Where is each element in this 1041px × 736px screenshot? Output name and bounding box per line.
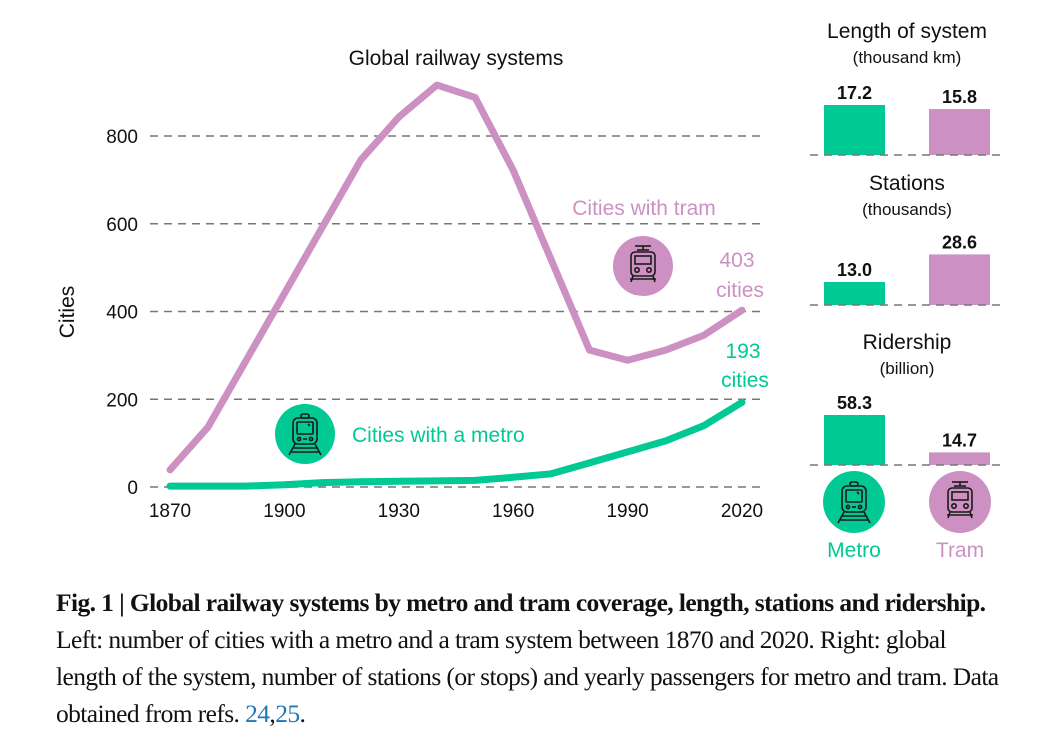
panel-subtitle: (thousands) [862,200,952,219]
metro-end-unit: cities [721,369,769,392]
tram-end-value: 403 [719,249,754,272]
bar-tram [929,452,990,465]
tram-icon [929,471,991,533]
x-tick-label: 1990 [606,501,648,522]
bar-value-label: 58.3 [837,393,872,413]
figure-caption: Fig. 1 | Global railway systems by metro… [56,588,999,728]
panel-title: Stations [869,172,945,195]
chart-title: Global railway systems [349,47,564,70]
legend-metro: Metro [823,471,885,562]
metro-train-icon [823,471,885,533]
metro-end-value: 193 [725,340,760,363]
reference-link[interactable]: 25 [275,699,300,728]
bar-tram [929,254,990,305]
bar-tram [929,109,990,155]
legend-metro-label: Metro [827,539,881,562]
panel-subtitle: (billion) [880,359,935,378]
bar-metro [824,415,885,465]
tram-icon [613,236,673,296]
x-tick-label: 1960 [492,501,534,522]
x-tick-label: 1930 [378,501,420,522]
caption-end: . [299,699,306,728]
bar-panels: Length of system (thousand km) 17.2 15.8 Sta… [810,20,1004,562]
line-chart: Global railway systems Cities 0 200 400 600… [56,47,769,522]
caption-text: Left: number of cities with a metro and … [56,625,999,728]
bar-metro [824,282,885,305]
tram-end-unit: cities [716,279,764,302]
metro-series-line [166,398,746,490]
y-axis-label: Cities [56,286,79,339]
legend-tram: Tram [929,471,991,562]
reference-link[interactable]: 24 [245,699,270,728]
bar-value-label: 15.8 [942,87,977,107]
panel-title: Ridership [863,331,952,354]
y-tick-label: 400 [106,303,138,324]
x-tick-label: 1900 [263,501,305,522]
bar-value-label: 13.0 [837,260,872,280]
bar-value-label: 28.6 [942,232,977,252]
bar-value-label: 17.2 [837,83,872,103]
bar-panel: Ridership (billion) 58.3 14.7 [810,331,1004,466]
x-tick-label: 1870 [149,501,191,522]
x-tick-label: 2020 [721,501,763,522]
tram-series-line [166,81,746,474]
panel-title: Length of system [827,20,987,43]
caption-title: Fig. 1 | Global railway systems by metro… [56,588,986,617]
metro-series-label: Cities with a metro [352,424,525,447]
bar-metro [824,105,885,155]
bar-value-label: 14.7 [942,430,977,450]
legend-tram-label: Tram [936,539,984,562]
metro-train-icon [275,404,335,464]
y-tick-label: 800 [106,127,138,148]
y-tick-label: 200 [106,390,138,411]
bar-panel: Stations (thousands) 13.0 28.6 [810,172,1004,306]
y-tick-label: 600 [106,215,138,236]
y-tick-label: 0 [127,478,138,499]
tram-series-label: Cities with tram [572,197,716,220]
bar-panel: Length of system (thousand km) 17.2 15.8 [810,20,1004,156]
panel-subtitle: (thousand km) [853,48,962,67]
